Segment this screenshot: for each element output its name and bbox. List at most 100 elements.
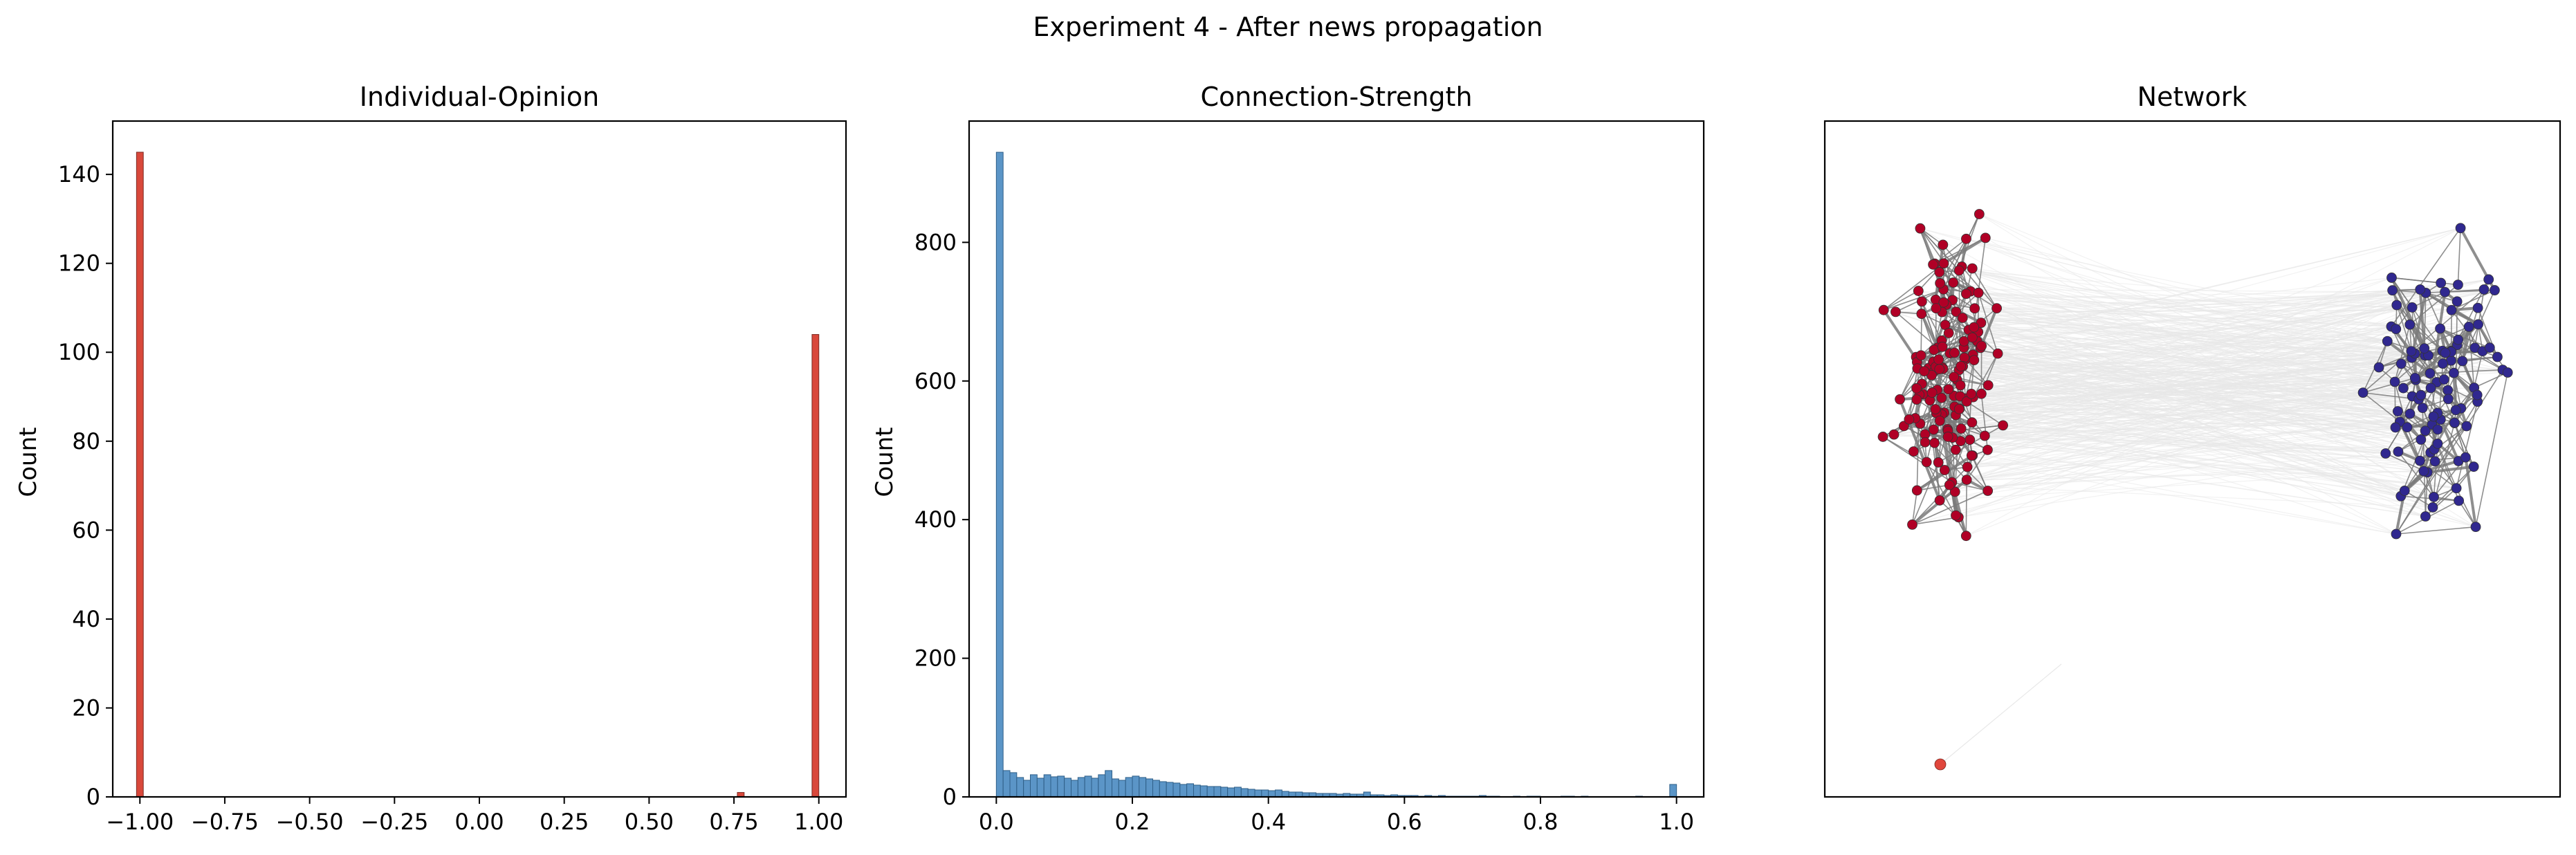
network-node-red bbox=[1967, 332, 1978, 343]
network-node-blue bbox=[2449, 367, 2459, 378]
network-strong-edge bbox=[1912, 516, 1959, 526]
network-strong-edge bbox=[2473, 351, 2483, 388]
strength-bar bbox=[1166, 782, 1174, 798]
network-strong-edge bbox=[2391, 277, 2458, 286]
strength-bar bbox=[1084, 775, 1092, 798]
network-node-red bbox=[1955, 380, 1966, 391]
network-weak-edge bbox=[1942, 346, 2421, 441]
network-node-blue bbox=[2416, 389, 2427, 401]
strength-bar bbox=[1105, 770, 1112, 798]
opinion-x-tick-label: 0.50 bbox=[625, 809, 674, 835]
network-node-blue bbox=[2418, 466, 2429, 477]
network-weak-edge bbox=[1962, 317, 2463, 362]
network-node-red bbox=[1953, 265, 1965, 276]
network-node-red bbox=[1948, 277, 1959, 288]
network-strong-edge bbox=[2411, 307, 2425, 349]
strength-bar bbox=[1159, 781, 1167, 798]
network-strong-edge bbox=[2452, 373, 2458, 410]
opinion-bar bbox=[811, 334, 820, 798]
network-weak-edge bbox=[1973, 354, 2405, 491]
network-node-red bbox=[1943, 384, 1954, 395]
network-node-red bbox=[1929, 437, 1940, 448]
network-node-red bbox=[1974, 209, 1985, 219]
strength-bar bbox=[1247, 789, 1255, 798]
network-node-red bbox=[1961, 396, 1972, 407]
network-strong-edge bbox=[2411, 288, 2485, 352]
network-node-blue bbox=[2489, 285, 2500, 295]
network-strong-edge bbox=[2394, 381, 2408, 428]
network-node-red bbox=[1916, 309, 1927, 320]
network-node-red bbox=[1956, 361, 1967, 371]
strength-x-tick-label: 0.0 bbox=[979, 809, 1014, 835]
strength-bar bbox=[1118, 780, 1126, 798]
opinion-x-tick-label: −0.25 bbox=[360, 809, 428, 835]
strength-y-tick-label: 200 bbox=[914, 645, 957, 672]
network-node-red bbox=[1913, 286, 1924, 296]
network-node-red bbox=[1949, 371, 1960, 383]
network-node-red bbox=[1953, 403, 1965, 414]
network-weak-edge bbox=[1974, 327, 2445, 380]
network-node-red bbox=[1949, 486, 1960, 497]
network-strong-edge bbox=[2475, 372, 2508, 527]
network-weak-edge bbox=[1980, 322, 2436, 462]
opinion-bar bbox=[136, 151, 144, 798]
network-node-blue bbox=[2393, 446, 2404, 457]
network-strong-edge bbox=[2440, 328, 2490, 349]
network-strong-edge bbox=[2454, 423, 2474, 467]
opinion-y-tick-label: 0 bbox=[86, 784, 100, 810]
network-strong-edge bbox=[2451, 289, 2495, 311]
opinion-x-tick-label: 0.25 bbox=[540, 809, 589, 835]
network-node-red bbox=[1998, 420, 2008, 431]
network-node-blue bbox=[2461, 421, 2472, 432]
strength-x-tick-label: 1.0 bbox=[1659, 809, 1694, 835]
network-strong-edge bbox=[2443, 379, 2462, 409]
network-weak-edge bbox=[1943, 288, 2425, 349]
strength-bar bbox=[1186, 783, 1194, 798]
strength-bar bbox=[1077, 777, 1085, 798]
network-node-red bbox=[1930, 404, 1941, 414]
network-node-blue bbox=[2446, 304, 2457, 315]
network-node-blue bbox=[2417, 403, 2428, 414]
network-strong-edge bbox=[1920, 228, 1960, 271]
network-weak-edge bbox=[1893, 434, 2457, 489]
network-weak-edge bbox=[1943, 368, 2421, 396]
network-node-outlier bbox=[1934, 758, 1947, 771]
network-node-blue bbox=[2473, 319, 2483, 330]
network-strong-edge bbox=[1911, 490, 1918, 525]
strength-histogram-ylabel: Count bbox=[871, 428, 899, 497]
network-strong-edge bbox=[1971, 237, 1987, 338]
network-node-red bbox=[1938, 297, 1949, 308]
strength-bar bbox=[1071, 780, 1078, 798]
network-strong-edge bbox=[1949, 422, 1973, 486]
opinion-bars bbox=[136, 151, 820, 798]
network-strong-edge bbox=[2468, 327, 2475, 388]
network-node-blue bbox=[2468, 461, 2479, 472]
network-node-red bbox=[1980, 232, 1991, 243]
network-weak-edge bbox=[1921, 313, 2425, 472]
opinion-x-tick-label: −0.50 bbox=[276, 809, 344, 835]
network-node-blue bbox=[2432, 424, 2443, 435]
opinion-histogram-title: Individual-Opinion bbox=[360, 82, 599, 112]
strength-y-ticks: 0 200 400 600 800 bbox=[914, 229, 969, 810]
network-strong-edge bbox=[1939, 238, 1967, 284]
network-weak-edge bbox=[1987, 422, 2455, 450]
network-node-blue bbox=[2455, 223, 2466, 234]
network-title: Network bbox=[2137, 82, 2247, 112]
strength-bar bbox=[1281, 791, 1289, 798]
network-strong-edge bbox=[1966, 401, 2004, 426]
network-weak-edge bbox=[1956, 311, 2463, 362]
strength-bar bbox=[1023, 780, 1031, 798]
network-strong-edge bbox=[2442, 363, 2475, 389]
network-node-blue bbox=[2373, 362, 2384, 373]
network-strong-edge bbox=[2411, 307, 2417, 380]
network-node-red bbox=[1916, 296, 1927, 307]
network-strong-edge bbox=[2394, 324, 2411, 383]
strength-x-ticks: 0.0 0.2 0.4 0.6 0.8 1.0 bbox=[979, 797, 1694, 835]
network-weak-edge bbox=[1962, 317, 2420, 461]
network-weak-edge bbox=[1949, 484, 2433, 508]
network-node-red bbox=[1966, 450, 1977, 461]
network-strong-edge bbox=[1920, 313, 1939, 349]
network-weak-edge bbox=[1979, 213, 2476, 528]
network-node-red bbox=[1934, 495, 1945, 506]
network-node-blue bbox=[2454, 495, 2464, 506]
